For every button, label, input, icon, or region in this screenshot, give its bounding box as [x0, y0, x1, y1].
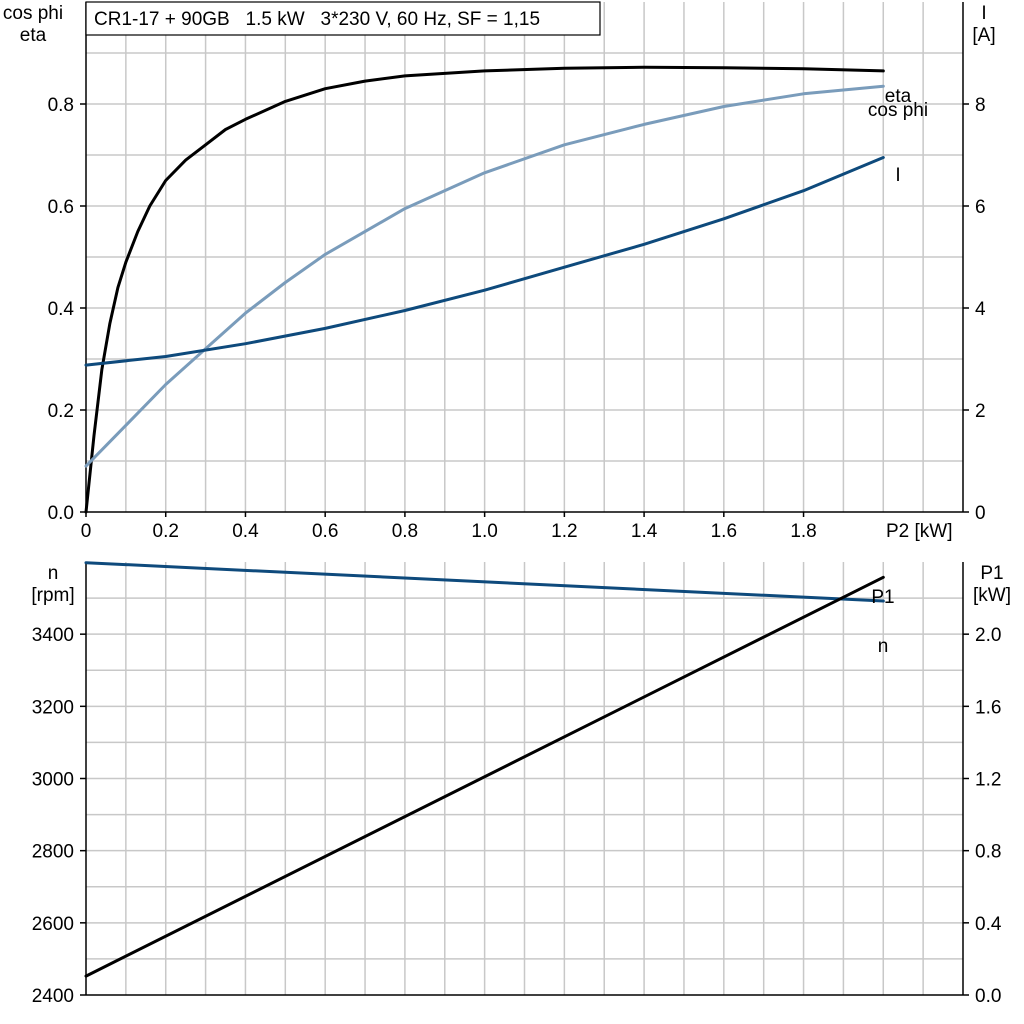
top-left-tick-label: 0.4	[48, 299, 75, 320]
series-p1-line	[84, 575, 885, 978]
bottom-left-tick-label: 3400	[32, 625, 74, 646]
x-tick-label: 1.8	[790, 521, 816, 542]
x-axis-title: P2 [kW]	[886, 521, 953, 542]
bottom-right-tick-label: 1.6	[975, 697, 1001, 718]
x-tick-label: 0.2	[153, 521, 179, 542]
x-tick-label: 1.4	[631, 521, 658, 542]
top-right-tick-label: 0	[975, 503, 986, 524]
title-box-frame	[85, 1, 601, 36]
bottom-left-axis-title: n	[48, 563, 59, 584]
bottom-right-tick-label: 2.0	[975, 625, 1001, 646]
axes-layer	[80, 2, 969, 996]
title-box: CR1-17 + 90GB 1.5 kW 3*230 V, 60 Hz, SF …	[85, 1, 601, 36]
bottom-left-axis-unit: [rpm]	[31, 585, 74, 606]
grid-layer	[86, 2, 963, 995]
bottom-right-tick-label: 0.8	[975, 842, 1001, 863]
chart-title: CR1-17 + 90GB 1.5 kW 3*230 V, 60 Hz, SF …	[94, 9, 540, 30]
series-cos-phi-label: cos phi	[868, 100, 928, 121]
bottom-left-tick-label: 3200	[32, 697, 74, 718]
top-left-tick-label: 0.8	[48, 95, 74, 116]
x-tick-label: 1.0	[471, 521, 497, 542]
top-right-tick-label: 2	[975, 401, 986, 422]
top-right-axis-unit: [A]	[972, 25, 995, 46]
top-right-tick-label: 4	[975, 299, 986, 320]
series-i-line	[84, 156, 885, 367]
series-cos-phi-line	[84, 84, 885, 468]
x-tick-label: 0	[81, 521, 92, 542]
bottom-left-tick-label: 2600	[32, 914, 74, 935]
series-eta-line	[84, 65, 885, 514]
bottom-right-tick-label: 0.0	[975, 986, 1001, 1007]
bottom-left-tick-label: 2400	[32, 986, 74, 1007]
top-right-tick-label: 8	[975, 95, 986, 116]
series-p1-label: P1	[871, 587, 894, 608]
top-left-axis-title: cos phi	[3, 3, 63, 24]
series-layer	[84, 65, 885, 978]
series-eta-label: eta	[885, 86, 912, 107]
bottom-right-axis-unit: [kW]	[973, 585, 1011, 606]
bottom-right-axis-title: P1	[980, 563, 1003, 584]
top-left-tick-label: 0.0	[48, 503, 74, 524]
bottom-left-tick-label: 3000	[32, 770, 74, 791]
series-i-label: I	[895, 165, 900, 186]
top-left-axis-unit: eta	[20, 25, 47, 46]
x-tick-label: 0.6	[312, 521, 338, 542]
bottom-right-tick-label: 1.2	[975, 770, 1001, 791]
bottom-left-tick-label: 2800	[32, 842, 74, 863]
series-n-label: n	[878, 636, 889, 657]
x-tick-label: 0.8	[392, 521, 418, 542]
series-n-line	[84, 561, 885, 603]
bottom-right-tick-label: 0.4	[975, 914, 1002, 935]
top-right-tick-label: 6	[975, 197, 986, 218]
top-left-tick-label: 0.2	[48, 401, 74, 422]
top-left-tick-label: 0.6	[48, 197, 74, 218]
x-tick-label: 1.6	[711, 521, 737, 542]
x-tick-label: 0.4	[232, 521, 259, 542]
top-right-axis-title: I	[981, 3, 986, 24]
x-tick-label: 1.2	[551, 521, 577, 542]
